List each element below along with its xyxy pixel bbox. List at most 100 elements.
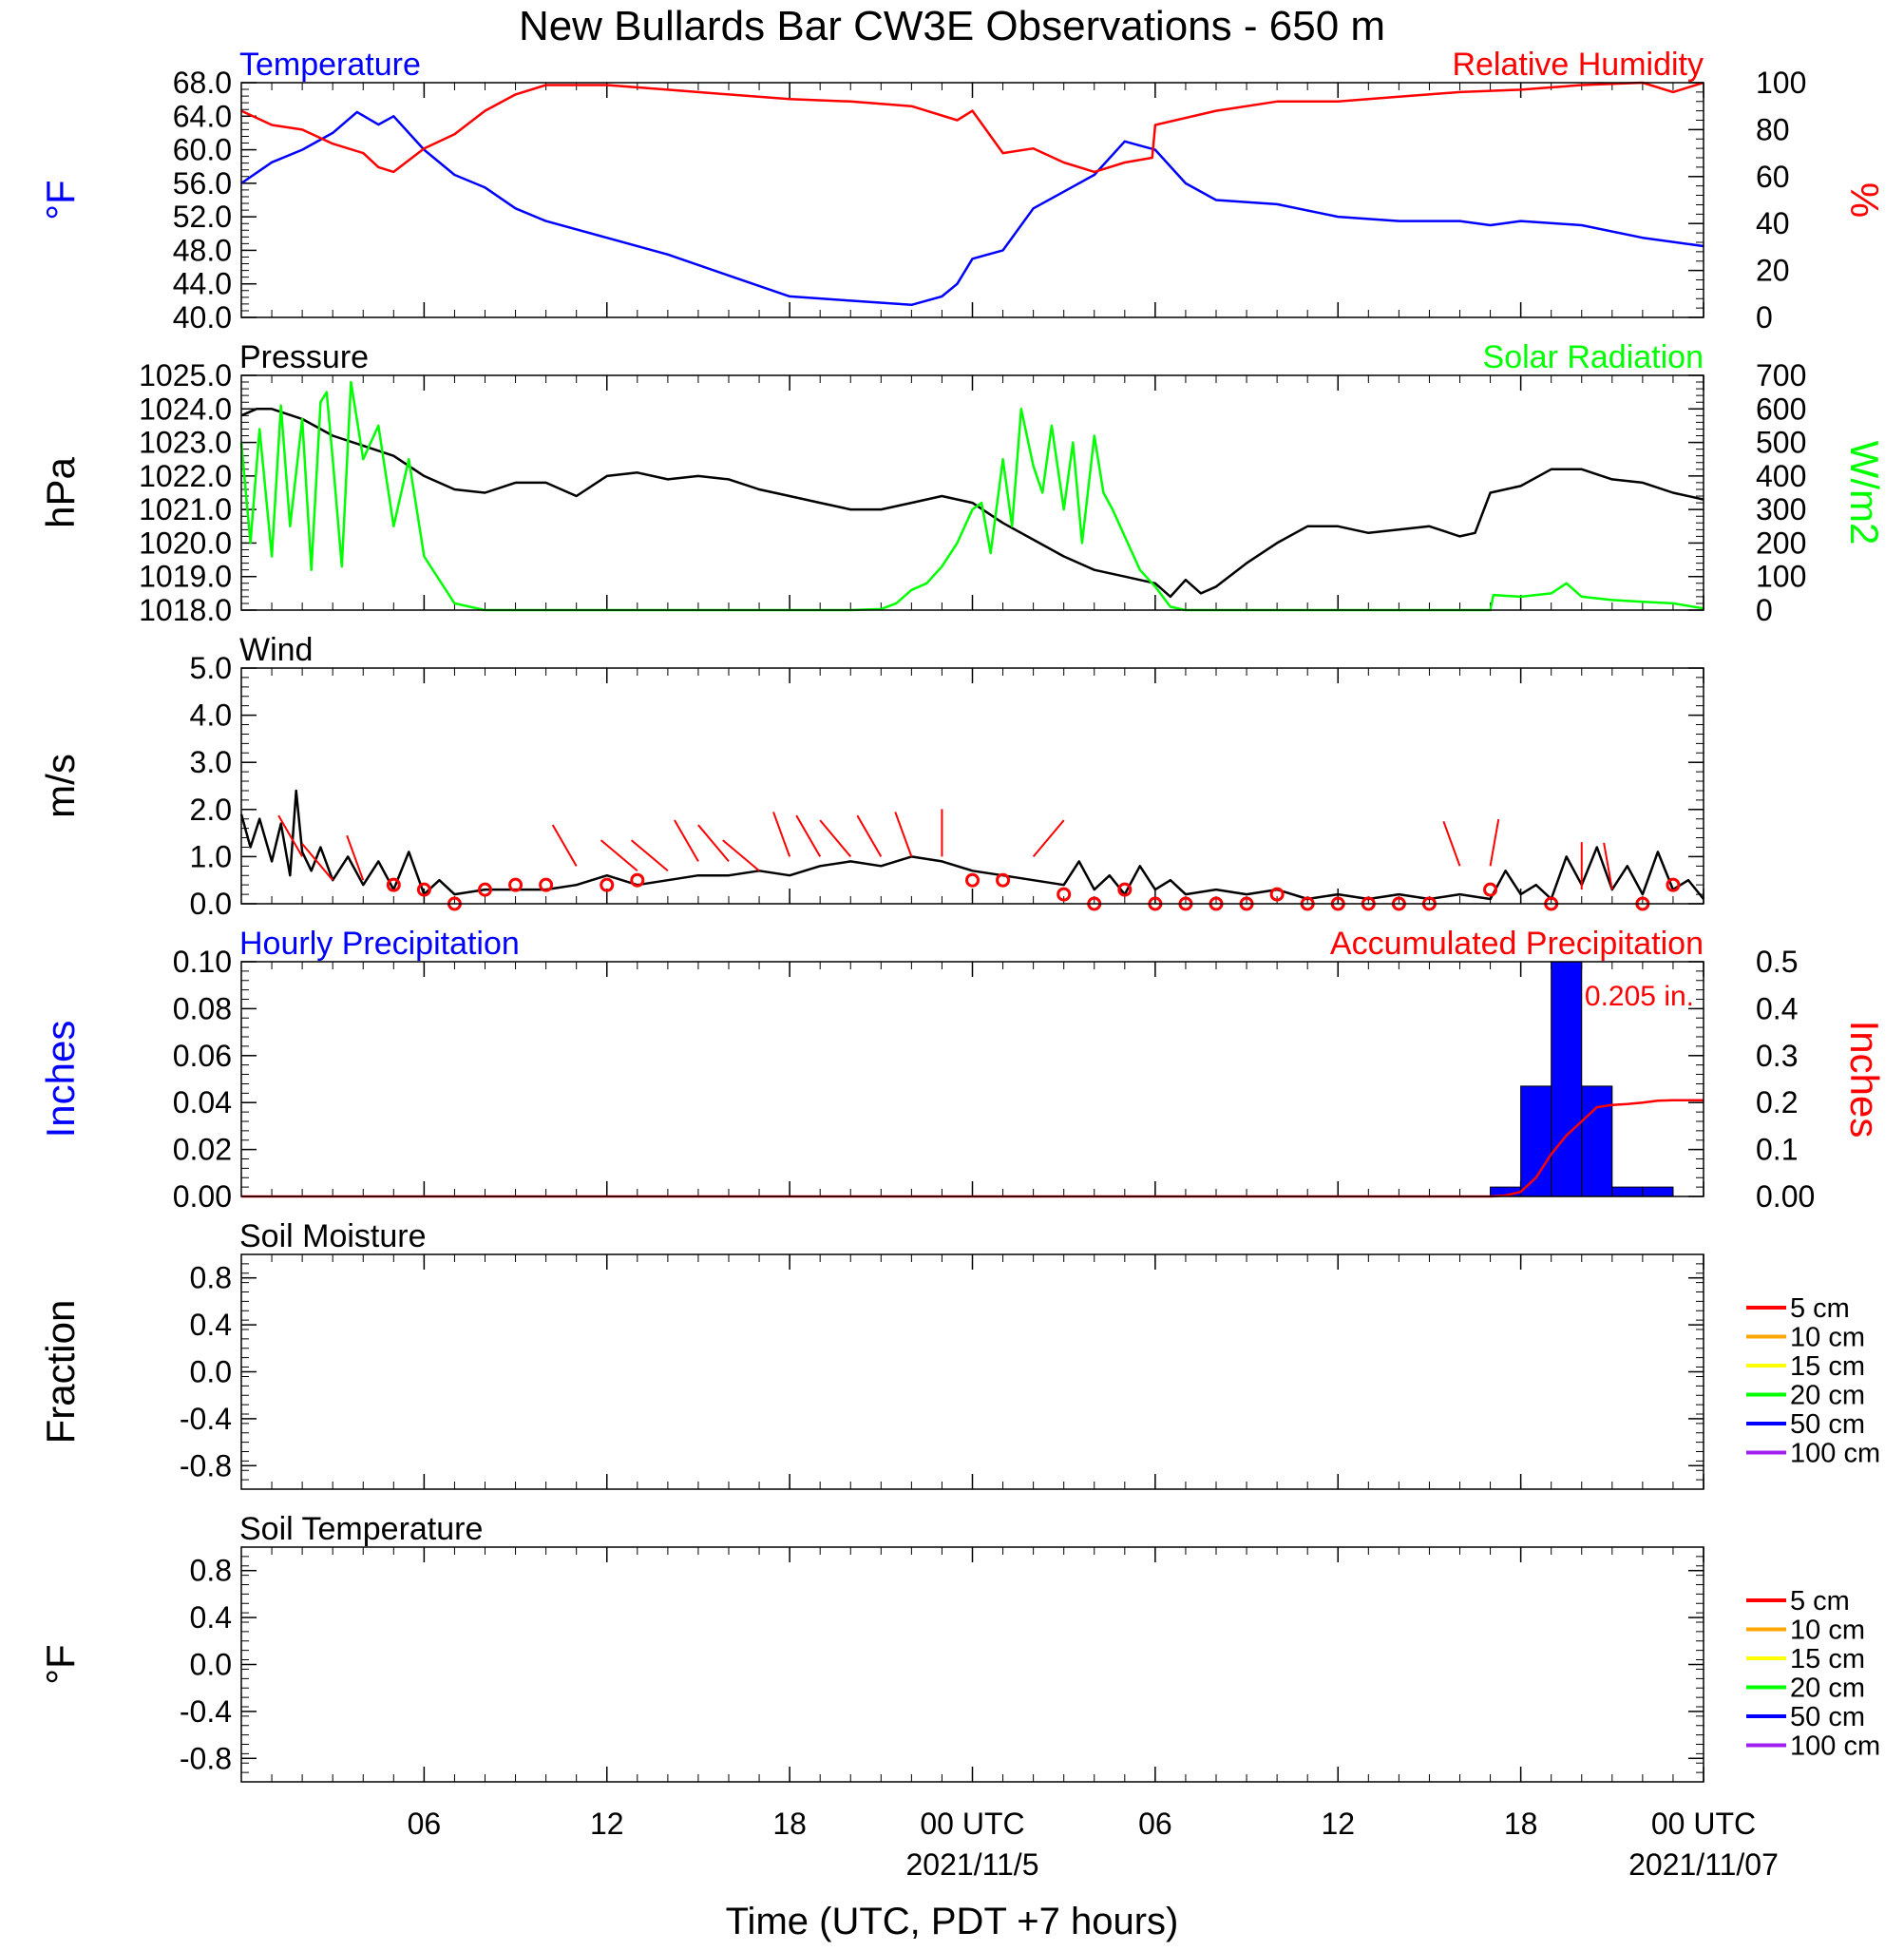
calm-wind-circle bbox=[386, 877, 401, 892]
y-right-tick-label: 0.1 bbox=[1756, 1133, 1798, 1167]
panel-pressure-solar: 1018.01019.01020.01021.01022.01023.01024… bbox=[38, 339, 1887, 627]
y-tick-label: 1024.0 bbox=[139, 392, 232, 426]
calm-wind-circle bbox=[1117, 882, 1133, 897]
panel-title-left: Soil Temperature bbox=[239, 1511, 483, 1547]
y-tick-label: 3.0 bbox=[190, 745, 232, 779]
series-temperature bbox=[240, 110, 1704, 307]
wind-barb-stick bbox=[894, 812, 913, 857]
y-right-tick-label: 500 bbox=[1756, 426, 1806, 460]
y-axis-label-right: W/m2 bbox=[1842, 441, 1887, 545]
y-tick-label: 44.0 bbox=[173, 267, 232, 301]
legend-label: 15 cm bbox=[1790, 1351, 1865, 1382]
panel-title-left: Pressure bbox=[239, 339, 369, 375]
wind-barb-stick bbox=[1489, 818, 1500, 867]
legend-label: 10 cm bbox=[1790, 1323, 1865, 1353]
wind-barb-stick bbox=[630, 839, 669, 872]
wind-barb-stick bbox=[551, 824, 578, 867]
panel-title-right: Accumulated Precipitation bbox=[1330, 926, 1704, 962]
calm-wind-circle bbox=[965, 872, 980, 888]
y-axis-label-left: Inches bbox=[38, 1021, 83, 1138]
wind-barb-stick bbox=[1442, 820, 1461, 867]
wind-barb-stick bbox=[277, 814, 303, 857]
y-right-tick-label: 700 bbox=[1756, 358, 1806, 392]
legend-label: 5 cm bbox=[1790, 1586, 1850, 1616]
panel-title-left: Soil Moisture bbox=[239, 1218, 427, 1254]
y-right-tick-label: 0 bbox=[1756, 300, 1773, 335]
x-date-label: 2021/11/5 bbox=[906, 1847, 1039, 1882]
y-tick-label: 0.04 bbox=[173, 1085, 232, 1119]
wind-barb-stick bbox=[722, 839, 760, 872]
wind-barb-stick bbox=[772, 812, 791, 857]
y-right-tick-label: 300 bbox=[1756, 492, 1806, 526]
y-tick-label: 0.8 bbox=[190, 1554, 232, 1588]
series-wind bbox=[239, 789, 1704, 901]
y-tick-label: 0.0 bbox=[190, 887, 232, 921]
wind-barb-stick bbox=[1603, 842, 1613, 890]
chart-title: New Bullards Bar CW3E Observations - 650… bbox=[519, 3, 1385, 49]
y-right-tick-label: 600 bbox=[1756, 392, 1806, 426]
legend-label: 50 cm bbox=[1790, 1409, 1865, 1440]
calm-wind-circle bbox=[416, 882, 431, 897]
y-tick-label: -0.8 bbox=[180, 1741, 232, 1775]
y-tick-label: 1023.0 bbox=[139, 426, 232, 460]
y-tick-label: 1020.0 bbox=[139, 526, 232, 560]
y-right-tick-label: 60 bbox=[1756, 160, 1790, 194]
series-pressure bbox=[240, 408, 1704, 599]
y-axis-label-left: °F bbox=[38, 1644, 83, 1684]
y-tick-label: 0.02 bbox=[173, 1133, 232, 1167]
panel-temperature-humidity: 40.044.048.052.056.060.064.068.0 0 20 40 60 8… bbox=[38, 47, 1887, 335]
y-tick-label: 52.0 bbox=[173, 200, 232, 234]
y-tick-label: 64.0 bbox=[173, 99, 232, 133]
y-tick-label: 0.0 bbox=[190, 1355, 232, 1389]
y-right-tick-label: 400 bbox=[1756, 459, 1806, 493]
panel-frame bbox=[240, 961, 1704, 1197]
y-right-tick-label: 0.00 bbox=[1756, 1179, 1815, 1214]
y-tick-label: 0.4 bbox=[190, 1600, 232, 1635]
panel-frame bbox=[240, 667, 1704, 905]
legend-label: 20 cm bbox=[1790, 1381, 1865, 1411]
y-right-tick-label: 0.2 bbox=[1756, 1085, 1798, 1119]
panel-title-left: Temperature bbox=[239, 47, 421, 83]
precip-bar bbox=[1551, 961, 1583, 1197]
legend-label: 10 cm bbox=[1790, 1616, 1865, 1646]
panel-frame bbox=[240, 82, 1704, 318]
y-tick-label: 4.0 bbox=[190, 698, 232, 733]
y-tick-label: 0.10 bbox=[173, 945, 232, 979]
y-tick-label: 0.8 bbox=[190, 1261, 232, 1295]
x-tick-label: 18 bbox=[1504, 1807, 1538, 1841]
calm-wind-circle bbox=[1269, 887, 1285, 902]
series-relative-humidity bbox=[240, 81, 1704, 174]
y-axis-label-right: % bbox=[1842, 182, 1887, 218]
y-right-tick-label: 80 bbox=[1756, 112, 1790, 146]
wind-barb-stick bbox=[697, 824, 730, 863]
legend-label: 15 cm bbox=[1790, 1644, 1865, 1674]
y-tick-label: -0.8 bbox=[180, 1448, 232, 1482]
precip-bar bbox=[1520, 1085, 1552, 1197]
y-tick-label: 0.4 bbox=[190, 1308, 232, 1342]
calm-wind-circle bbox=[996, 872, 1011, 888]
y-right-tick-label: 40 bbox=[1756, 206, 1790, 240]
calm-wind-circle bbox=[1057, 887, 1072, 902]
panel-wind: 0.0 1.0 2.0 3.0 4.0 5.0 Wind m/s bbox=[38, 632, 1704, 921]
y-right-tick-label: 100 bbox=[1756, 66, 1806, 100]
y-axis-label-right: Inches bbox=[1842, 1021, 1887, 1138]
panel-frame bbox=[240, 1546, 1704, 1783]
wind-barb-stick bbox=[1032, 819, 1065, 858]
calm-wind-circle bbox=[1666, 877, 1681, 892]
calm-wind-circle bbox=[1483, 882, 1498, 897]
legend-label: 100 cm bbox=[1790, 1439, 1880, 1469]
y-tick-label: 0.08 bbox=[173, 991, 232, 1025]
panel-title-right: Relative Humidity bbox=[1452, 47, 1704, 83]
y-tick-label: 68.0 bbox=[173, 66, 232, 100]
panel-title-left: Wind bbox=[239, 632, 313, 668]
y-tick-label: 60.0 bbox=[173, 133, 232, 167]
panel-title-left: Hourly Precipitation bbox=[239, 926, 520, 962]
y-axis-label-left: °F bbox=[38, 180, 83, 220]
y-tick-label: 1022.0 bbox=[139, 459, 232, 493]
y-right-tick-label: 100 bbox=[1756, 560, 1806, 594]
y-tick-label: 0.00 bbox=[173, 1179, 232, 1214]
panel-precipitation: 0.00 0.02 0.04 0.06 0.08 0.10 0.00 0.1 0.2 0.3 0.4… bbox=[38, 926, 1887, 1214]
